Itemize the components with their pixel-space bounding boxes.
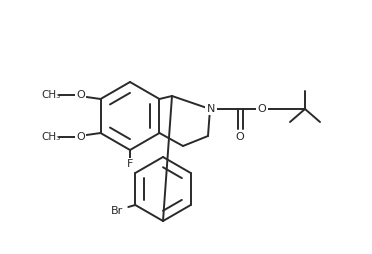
Text: CH₃: CH₃ <box>41 90 60 100</box>
Text: O: O <box>76 132 85 142</box>
Text: N: N <box>207 104 215 114</box>
Text: O: O <box>235 132 244 142</box>
Text: Br: Br <box>111 206 124 216</box>
Text: O: O <box>258 104 266 114</box>
Text: O: O <box>76 90 85 100</box>
Text: F: F <box>127 159 133 169</box>
Text: CH₃: CH₃ <box>41 132 60 142</box>
